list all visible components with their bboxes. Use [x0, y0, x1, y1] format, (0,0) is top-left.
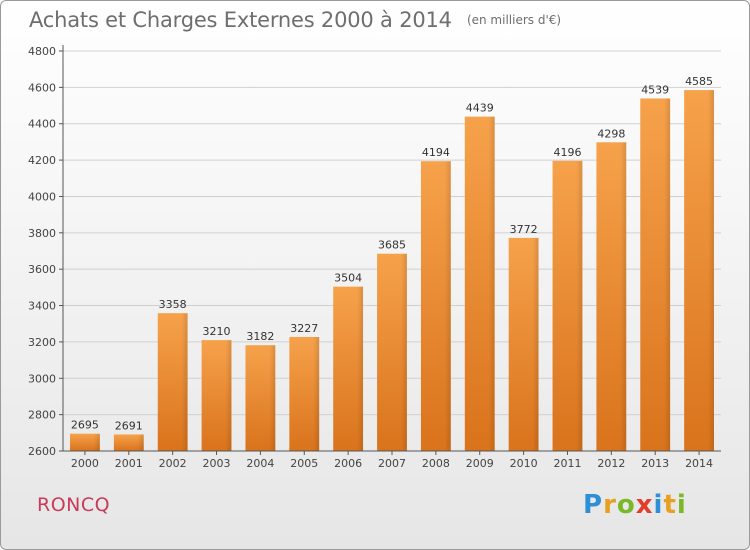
data-label: 3685	[378, 239, 406, 252]
bar-shade	[377, 253, 407, 451]
x-tick-label: 2002	[159, 457, 187, 470]
data-label: 3358	[159, 298, 187, 311]
data-label: 3504	[334, 272, 362, 285]
data-label: 4298	[597, 127, 625, 140]
x-tick-label: 2011	[553, 457, 581, 470]
x-tick-label: 2003	[203, 457, 231, 470]
logo-letter: i	[653, 490, 664, 520]
bar-shade	[684, 90, 714, 451]
bar-shade	[201, 340, 232, 451]
proxiti-logo: Proxiti	[583, 490, 687, 520]
x-tick-label: 2005	[290, 457, 318, 470]
data-label: 3182	[246, 330, 274, 343]
x-tick-label: 2009	[466, 457, 494, 470]
bar-shade	[289, 337, 320, 451]
logo-letter: P	[583, 490, 604, 520]
bar-shade	[640, 98, 671, 452]
logo-letter: i	[676, 490, 687, 520]
logo-letter: x	[635, 490, 654, 520]
data-label: 4585	[685, 75, 713, 88]
x-tick-label: 2001	[115, 457, 143, 470]
x-tick-label: 2008	[422, 457, 450, 470]
y-tick-label: 3400	[28, 300, 56, 313]
y-tick-label: 2800	[28, 409, 56, 422]
axes	[59, 45, 721, 455]
data-label: 4194	[422, 146, 450, 159]
x-tick-label: 2000	[71, 457, 99, 470]
bar-shade	[420, 161, 451, 451]
logo-letter: t	[663, 490, 677, 520]
bar-shade	[70, 433, 100, 451]
data-label: 4196	[553, 146, 581, 159]
labels: 2600 2800 3000 3200 3400 3600 3800 4000 4200 4400…	[28, 45, 713, 470]
x-tick-label: 2007	[378, 457, 406, 470]
y-tick-label: 3000	[28, 372, 56, 385]
y-tick-label: 4000	[28, 190, 56, 203]
data-label: 4439	[466, 102, 494, 115]
x-tick-label: 2012	[597, 457, 625, 470]
x-tick-label: 2013	[641, 457, 669, 470]
x-tick-label: 2010	[510, 457, 538, 470]
y-tick-label: 4600	[28, 81, 56, 94]
x-tick-label: 2004	[246, 457, 274, 470]
bars	[70, 90, 714, 452]
data-label: 3210	[203, 325, 231, 338]
logo-letter: o	[616, 490, 636, 520]
bar-shade	[157, 313, 188, 451]
y-tick-label: 4400	[28, 118, 56, 131]
chart-header: Achats et Charges Externes 2000 à 2014 (…	[29, 8, 561, 32]
bar-shade	[113, 434, 144, 451]
data-label: 2695	[71, 419, 99, 432]
chart-title: Achats et Charges Externes 2000 à 2014	[29, 8, 452, 32]
bar-shade	[464, 116, 495, 452]
y-tick-label: 4200	[28, 154, 56, 167]
y-tick-label: 4800	[28, 45, 56, 58]
y-tick-label: 3200	[28, 336, 56, 349]
data-label: 3227	[290, 322, 318, 335]
bar-shade	[333, 286, 364, 451]
bar-shade	[596, 142, 627, 452]
data-label: 4539	[641, 83, 669, 96]
chart-subtitle: (en milliers d'€)	[466, 13, 562, 27]
y-tick-label: 2600	[28, 445, 56, 458]
commune-name: RONCQ	[37, 494, 111, 516]
bar-shade	[552, 160, 583, 451]
x-tick-label: 2014	[685, 457, 713, 470]
data-label: 2691	[115, 419, 143, 432]
logo-letter: r	[603, 490, 617, 520]
data-label: 3772	[510, 223, 538, 236]
x-tick-label: 2006	[334, 457, 362, 470]
bar-shade	[245, 345, 276, 451]
y-tick-label: 3600	[28, 263, 56, 276]
y-tick-label: 3800	[28, 227, 56, 240]
bar-shade	[508, 237, 539, 451]
